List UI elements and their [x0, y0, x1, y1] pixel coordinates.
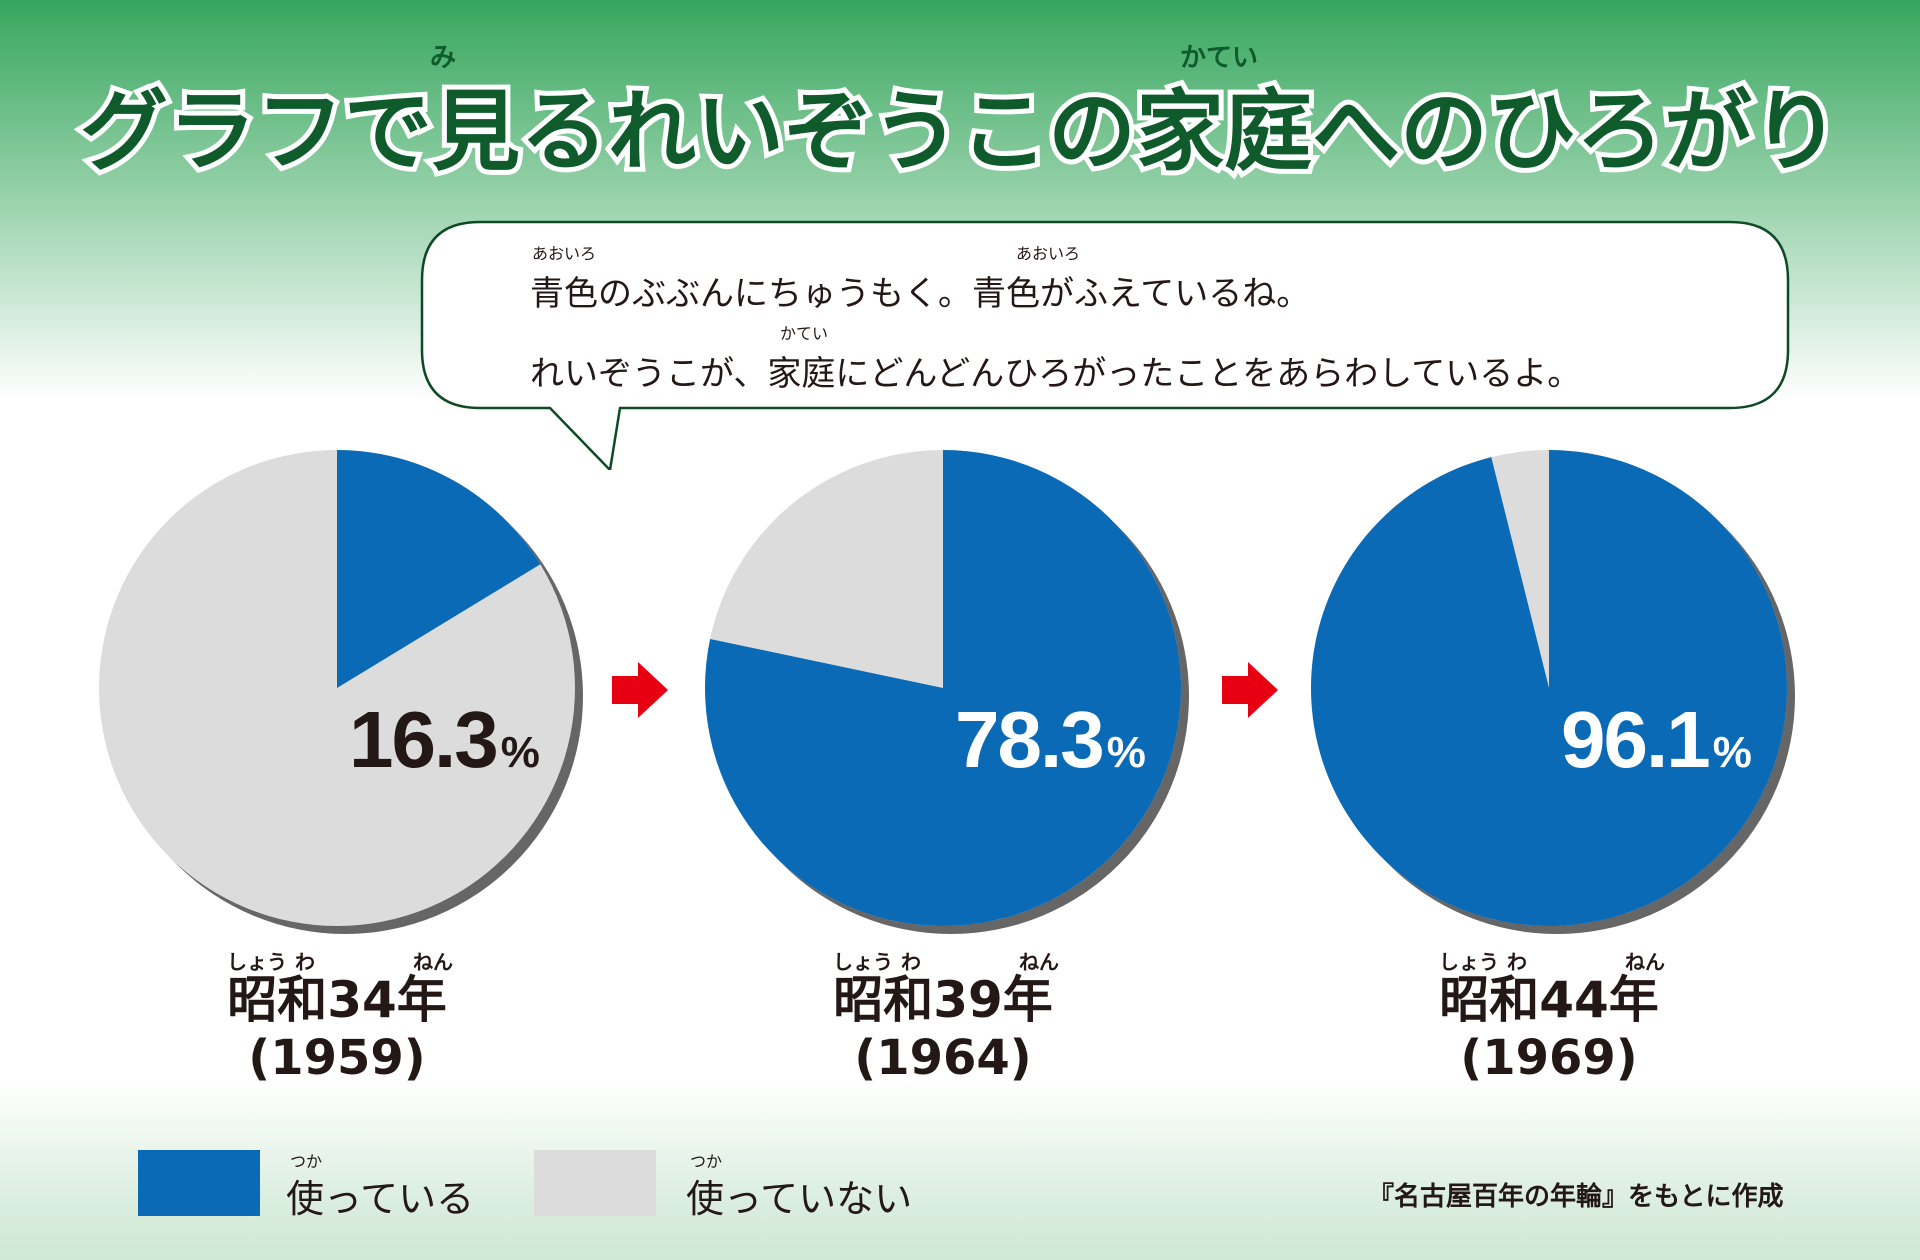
- pie-era-ruby-item: わ: [1507, 950, 1527, 974]
- title-text: グラフで見るれいぞうこの家庭へのひろがり: [80, 80, 1840, 183]
- bubble-ruby-katei: かてい: [780, 324, 829, 343]
- pie-percent-value: 78.3: [955, 695, 1105, 784]
- legend-used-label: 使っている: [286, 1177, 475, 1221]
- title-svg: み かてい グラフで見るれいぞうこの家庭へのひろがり: [75, 43, 1845, 188]
- speech-bubble: [420, 220, 1790, 470]
- pie-era-ruby-item: ねん: [1625, 950, 1665, 974]
- pie-era-ruby-item: ねん: [1019, 950, 1059, 974]
- pie-percent-symbol: %: [500, 728, 540, 777]
- legend-swatch-unused: [534, 1150, 656, 1216]
- pie-era-ruby: しょうわ ねん: [1399, 946, 1699, 974]
- bubble-line-2-text: れいぞうこが、家庭にどんどんひろがったことをあらわしているよ。: [530, 354, 1582, 394]
- pie-era-ruby: しょうわ ねん: [793, 946, 1093, 974]
- source-note: 『名古屋百年の年輪』をもとに作成: [1368, 1182, 1784, 1212]
- pie-year-block: しょうわ ねん 昭和44年 (1969): [1399, 946, 1699, 1088]
- pie-era-ruby-item: しょう: [227, 950, 287, 974]
- pie-era-label: 昭和39年: [833, 971, 1053, 1029]
- pie-era-ruby: しょうわ ねん: [187, 946, 487, 974]
- pie-percent-value: 16.3: [349, 695, 499, 784]
- pie-era-ruby-item: わ: [901, 950, 921, 974]
- arrow-right-icon: [1222, 662, 1278, 718]
- pie-percent-label: 16.3%: [349, 694, 540, 786]
- title-ruby-katei: かてい: [1180, 43, 1258, 73]
- legend-unused-label: 使っていない: [686, 1177, 913, 1221]
- pie-year-label: (1959): [248, 1030, 426, 1086]
- pie-era-ruby-item: ねん: [413, 950, 453, 974]
- bubble-ruby-aoiro-2: あおいろ: [1016, 244, 1081, 263]
- pie-year-label: (1964): [854, 1030, 1032, 1086]
- bubble-line-1-text: 青色のぶぶんにちゅうもく。青色がふえているね。: [530, 274, 1311, 314]
- arrow-right-icon: [612, 662, 668, 718]
- page-title: み かてい グラフで見るれいぞうこの家庭へのひろがり: [0, 40, 1920, 200]
- legend-swatch-used: [138, 1150, 260, 1216]
- pie-percent-value: 96.1: [1561, 695, 1711, 784]
- pie-percent-label: 78.3%: [955, 694, 1146, 786]
- legend-unused-ruby: つか: [690, 1152, 723, 1171]
- pie-percent-label: 96.1%: [1561, 694, 1752, 786]
- pie-era-label: 昭和34年: [227, 971, 447, 1029]
- pie-percent-symbol: %: [1106, 728, 1146, 777]
- pie-slice-used: [337, 450, 541, 688]
- pie-year-block: しょうわ ねん 昭和34年 (1959): [187, 946, 487, 1088]
- bubble-ruby-aoiro-1: あおいろ: [532, 244, 597, 263]
- legend-used-ruby: つか: [290, 1152, 323, 1171]
- bubble-text: あおいろ あおいろ 青色のぶぶんにちゅうもく。青色がふえているね。 かてい れい…: [530, 240, 1750, 400]
- pie-slice-used: [704, 450, 1181, 926]
- pie-era-label: 昭和44年: [1439, 971, 1659, 1029]
- title-ruby-mi: み: [430, 43, 456, 73]
- pie-year-label: (1969): [1460, 1030, 1638, 1086]
- pie-era-ruby-item: わ: [295, 950, 315, 974]
- pie-year-block: しょうわ ねん 昭和39年 (1964): [793, 946, 1093, 1088]
- pie-slice-used: [1311, 450, 1787, 927]
- pie-era-ruby-item: しょう: [1439, 950, 1499, 974]
- pie-percent-symbol: %: [1712, 728, 1752, 777]
- bubble-line-1: あおいろ あおいろ 青色のぶぶんにちゅうもく。青色がふえているね。: [530, 240, 1750, 320]
- bubble-line-2: かてい れいぞうこが、家庭にどんどんひろがったことをあらわしているよ。: [530, 320, 1750, 400]
- pie-era-ruby-item: しょう: [833, 950, 893, 974]
